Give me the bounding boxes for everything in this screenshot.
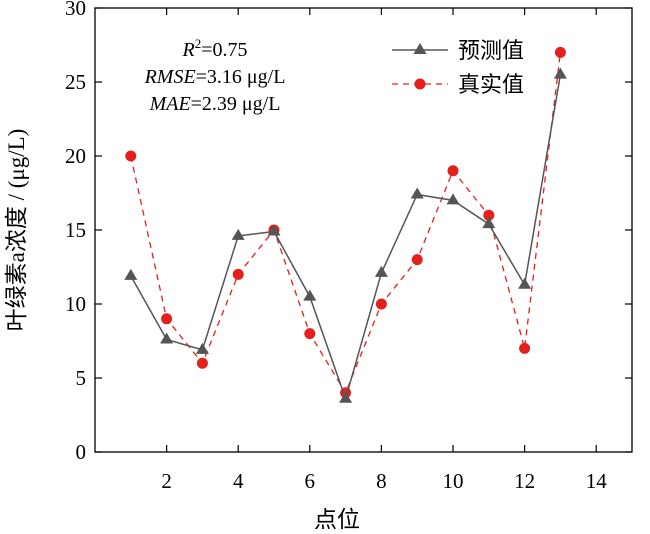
data-point-actual — [554, 46, 566, 58]
y-tick-label: 15 — [65, 218, 86, 242]
data-point-predicted — [231, 228, 245, 240]
data-point-actual — [304, 328, 316, 340]
x-tick-label: 6 — [305, 469, 316, 493]
data-point-actual — [161, 313, 173, 325]
mae-annotation: MAE=2.39 μg/L — [149, 93, 281, 115]
y-tick-label: 25 — [65, 70, 86, 94]
series-line-predicted — [130, 74, 562, 402]
y-tick-label: 20 — [65, 144, 86, 168]
data-point-predicted — [303, 289, 317, 301]
x-tick-label: 12 — [514, 469, 535, 493]
legend-label-actual: 真实值 — [458, 72, 524, 97]
data-point-predicted — [267, 224, 281, 236]
data-point-predicted — [374, 265, 388, 277]
data-point-predicted — [446, 193, 460, 205]
y-tick-label: 0 — [76, 440, 87, 464]
data-point-predicted — [195, 342, 209, 354]
data-point-actual — [125, 150, 137, 162]
data-point-actual — [483, 209, 495, 221]
data-point-predicted — [518, 277, 532, 289]
axis-ticks: 0 5 10 15 20 25 30 2 4 6 8 10 12 14 — [65, 0, 632, 493]
data-point-actual — [411, 254, 423, 266]
rmse-annotation: RMSE=3.16 μg/L — [144, 66, 286, 88]
x-tick-label: 8 — [376, 469, 387, 493]
data-point-predicted — [124, 268, 138, 280]
x-tick-label: 4 — [233, 469, 244, 493]
data-point-predicted — [553, 67, 567, 79]
data-point-predicted — [482, 217, 496, 229]
x-tick-label: 2 — [161, 469, 172, 493]
legend-marker-predicted — [413, 43, 427, 54]
data-point-predicted — [410, 187, 424, 199]
data-point-predicted — [160, 332, 174, 344]
r2-annotation: R2=0.75 — [182, 36, 248, 61]
data-point-actual — [519, 342, 531, 354]
series-layer — [124, 46, 567, 403]
y-axis-title: 叶绿素a浓度 / (μg/L) — [4, 129, 29, 332]
legend-label-predicted: 预测值 — [458, 38, 524, 63]
legend: 预测值 真实值 — [392, 38, 524, 97]
x-tick-label: 10 — [443, 469, 464, 493]
x-axis-title: 点位 — [314, 507, 360, 532]
data-point-actual — [196, 357, 208, 369]
legend-marker-actual — [414, 78, 426, 90]
data-point-actual — [447, 165, 459, 177]
y-tick-label: 5 — [76, 366, 87, 390]
data-point-actual — [232, 268, 244, 280]
data-point-actual — [375, 298, 387, 310]
y-tick-label: 10 — [65, 292, 86, 316]
x-tick-label: 14 — [586, 469, 608, 493]
data-point-predicted — [339, 391, 353, 403]
y-tick-label: 30 — [65, 0, 86, 20]
